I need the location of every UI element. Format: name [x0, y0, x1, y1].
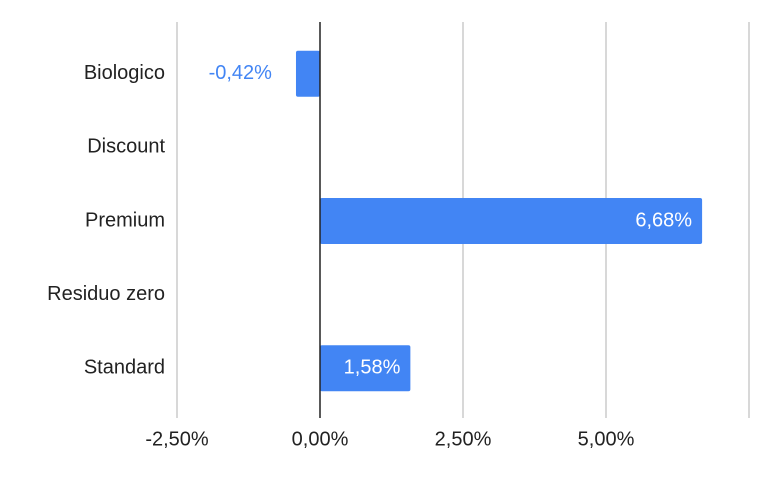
bar	[320, 198, 703, 244]
value-label: -0,42%	[209, 62, 273, 84]
x-tick-label: -2,50%	[145, 428, 209, 450]
bar	[320, 345, 411, 392]
bar	[295, 50, 320, 97]
value-label: 6,68%	[635, 209, 692, 231]
y-tick-label: Standard	[84, 356, 165, 378]
x-tick-label: 5,00%	[578, 428, 635, 450]
y-tick-label: Premium	[85, 209, 165, 231]
x-tick-label: 2,50%	[435, 428, 492, 450]
x-tick-label: 0,00%	[292, 428, 349, 450]
y-tick-label: Residuo zero	[47, 283, 165, 305]
y-tick-label: Biologico	[84, 62, 165, 84]
value-label: 1,58%	[344, 356, 401, 378]
y-tick-label: Discount	[87, 136, 165, 158]
